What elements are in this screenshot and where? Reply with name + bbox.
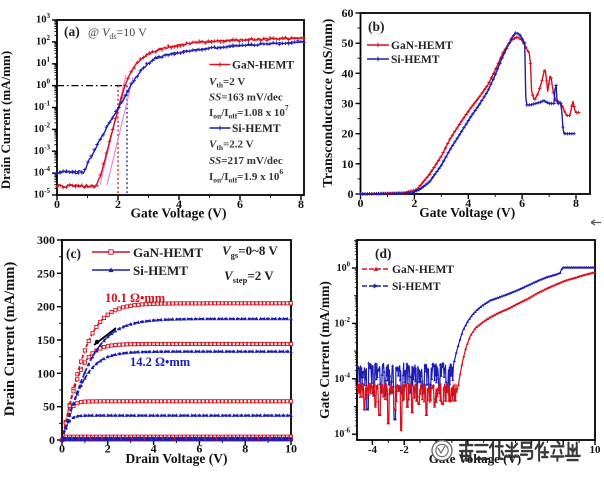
svg-text:8: 8 xyxy=(298,197,304,211)
svg-text:(c): (c) xyxy=(66,246,81,261)
svg-text:GaN-HEMT: GaN-HEMT xyxy=(391,40,453,52)
svg-text:Gate Voltage (V): Gate Voltage (V) xyxy=(131,206,227,221)
svg-text:8: 8 xyxy=(242,442,248,456)
svg-text:Si-HEMT: Si-HEMT xyxy=(392,281,441,293)
svg-text:Vth=2 V: Vth=2 V xyxy=(209,76,245,90)
svg-text:10: 10 xyxy=(285,442,297,456)
svg-text:60: 60 xyxy=(342,6,354,20)
svg-text:4: 4 xyxy=(151,442,157,456)
svg-text:4: 4 xyxy=(465,196,471,210)
svg-text:Vgs=0~8 V: Vgs=0~8 V xyxy=(222,243,278,260)
svg-text:100: 100 xyxy=(37,366,55,380)
svg-text:10: 10 xyxy=(590,444,602,456)
svg-text:GaN-HEMT: GaN-HEMT xyxy=(133,245,203,260)
svg-text:2: 2 xyxy=(411,196,417,210)
svg-text:-4: -4 xyxy=(368,444,378,456)
svg-text:4: 4 xyxy=(176,197,182,211)
svg-text:@ Vds=10 V: @ Vds=10 V xyxy=(88,25,147,41)
svg-text:6: 6 xyxy=(519,196,525,210)
svg-text:0: 0 xyxy=(59,442,65,456)
svg-text:(b): (b) xyxy=(368,19,385,34)
svg-text:Drain Voltage (V): Drain Voltage (V) xyxy=(126,451,228,466)
svg-text:Si-HEMT: Si-HEMT xyxy=(232,123,281,135)
svg-text:200: 200 xyxy=(37,300,55,314)
svg-text:50: 50 xyxy=(43,400,55,414)
svg-text:150: 150 xyxy=(37,333,55,347)
svg-text:6: 6 xyxy=(196,442,202,456)
svg-text:10.1 Ω•mm: 10.1 Ω•mm xyxy=(105,291,166,305)
svg-text:Gate Voltage (V): Gate Voltage (V) xyxy=(419,205,515,220)
svg-text:40: 40 xyxy=(342,66,354,80)
svg-text:0: 0 xyxy=(54,197,60,211)
svg-text:20: 20 xyxy=(342,127,354,141)
svg-text:2: 2 xyxy=(105,442,111,456)
svg-text:(a): (a) xyxy=(64,24,80,39)
svg-text:Transconductance (mS/mm): Transconductance (mS/mm) xyxy=(321,18,336,187)
svg-text:GaN-HEMT: GaN-HEMT xyxy=(232,60,294,72)
svg-text:0: 0 xyxy=(348,187,354,201)
svg-text:2: 2 xyxy=(115,197,121,211)
svg-text:Si-HEMT: Si-HEMT xyxy=(133,263,188,278)
svg-text:(d): (d) xyxy=(375,246,392,261)
svg-text:30: 30 xyxy=(342,97,354,111)
svg-text:Drain Current (mA/mm): Drain Current (mA/mm) xyxy=(0,51,13,189)
svg-text:SS=217 mV/dec: SS=217 mV/dec xyxy=(209,155,283,167)
svg-text:Vth=2.2 V: Vth=2.2 V xyxy=(209,139,254,153)
svg-text:-2: -2 xyxy=(400,444,410,456)
svg-text:10: 10 xyxy=(342,157,354,171)
svg-text:14.2 Ω•mm: 14.2 Ω•mm xyxy=(130,355,191,369)
svg-text:Gate Current (mA/mm): Gate Current (mA/mm) xyxy=(317,281,332,419)
svg-text:50: 50 xyxy=(342,36,354,50)
svg-text:6: 6 xyxy=(237,197,243,211)
svg-text:Vstep=2 V: Vstep=2 V xyxy=(224,268,274,285)
svg-text:300: 300 xyxy=(37,233,55,247)
svg-text:SS=163 mV/dec: SS=163 mV/dec xyxy=(209,92,283,104)
svg-text:8: 8 xyxy=(573,196,579,210)
svg-text:0: 0 xyxy=(49,433,55,447)
svg-text:Si-HEMT: Si-HEMT xyxy=(391,54,440,66)
svg-text:Ion/Ioff=1.9 x 106: Ion/Ioff=1.9 x 106 xyxy=(209,167,283,185)
svg-text:Drain Current (mA/mm): Drain Current (mA/mm) xyxy=(2,262,18,417)
svg-text:250: 250 xyxy=(37,266,55,280)
svg-text:GaN-HEMT: GaN-HEMT xyxy=(392,264,454,276)
svg-text:0: 0 xyxy=(358,196,364,210)
